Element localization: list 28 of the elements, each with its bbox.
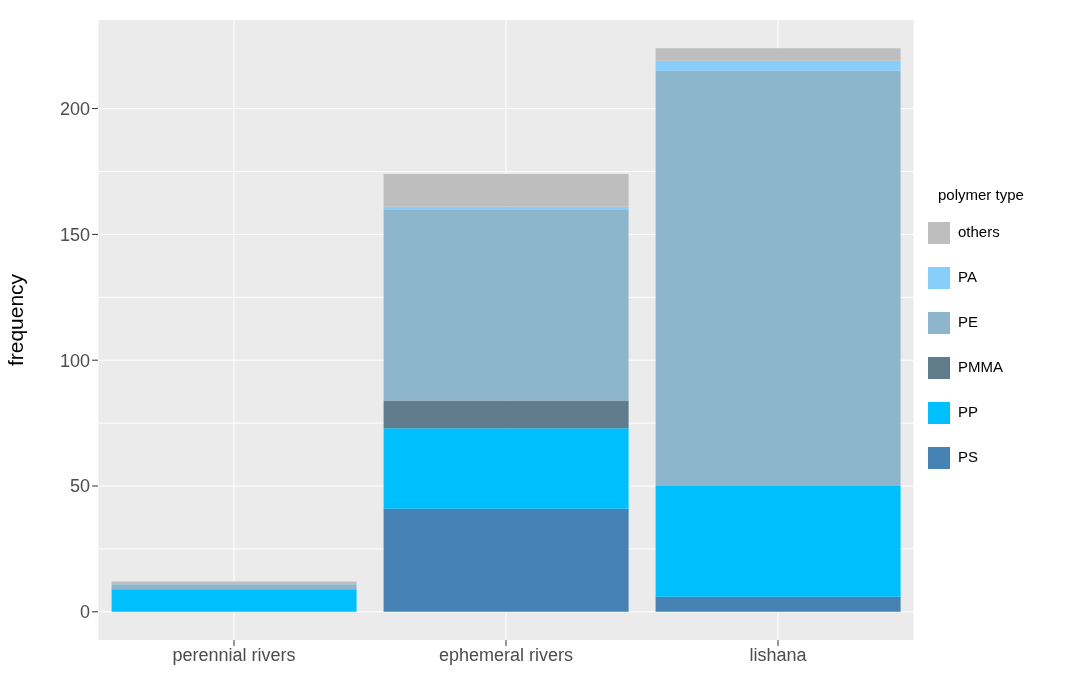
bar [655,48,901,61]
y-axis-title: frequency [4,273,28,367]
y-tick-label: 0 [79,602,90,623]
bar [111,584,357,590]
bar [383,400,629,429]
y-tick-label: 200 [59,98,90,119]
x-tick-label: ephemeral rivers [438,644,574,665]
legend-label: PS [958,448,979,465]
legend-label: others [958,223,1000,240]
legend-label: PA [958,268,977,285]
bar [383,428,629,509]
bar [383,209,629,401]
legend-label: PE [958,313,979,330]
bar [383,173,629,207]
legend-label: PMMA [958,358,1003,375]
y-tick-label: 50 [69,476,90,497]
bar [655,486,901,597]
y-tick-label: 100 [59,350,90,371]
x-tick-label: lishana [749,644,808,665]
bar [111,589,357,612]
legend-label: PP [958,403,979,420]
bar [655,60,901,71]
x-tick-label: perennial rivers [172,644,296,665]
bar [655,596,901,612]
bar [655,70,901,487]
legend-title: polymer type [938,186,1025,203]
bar [383,508,629,612]
y-tick-label: 150 [59,224,90,245]
